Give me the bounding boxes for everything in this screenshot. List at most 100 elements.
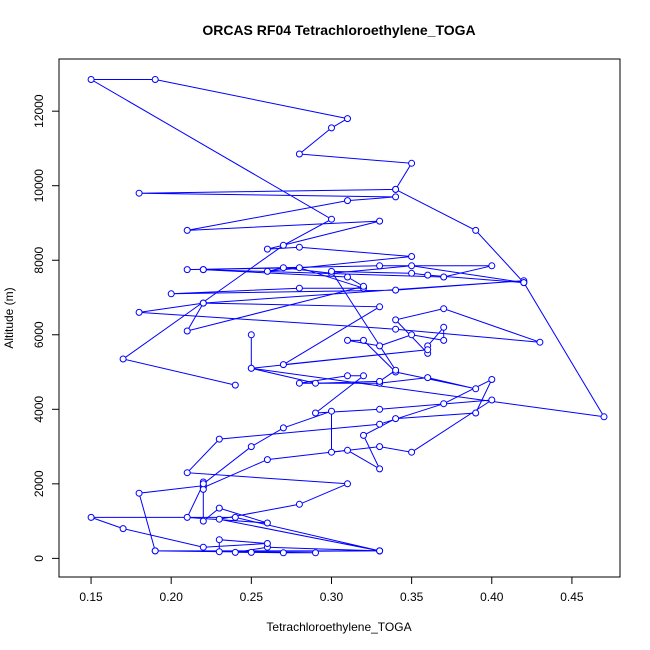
data-point <box>376 443 384 451</box>
data-point <box>440 273 448 281</box>
data-point <box>247 331 255 339</box>
data-point <box>376 342 384 350</box>
y-tick-label: 8000 <box>32 247 46 274</box>
data-point <box>392 325 400 333</box>
data-point <box>392 316 400 324</box>
data-point <box>312 409 319 417</box>
data-point <box>247 548 255 556</box>
data-point <box>600 413 608 421</box>
data-point <box>312 549 319 557</box>
data-point <box>392 185 400 193</box>
data-point <box>360 431 367 439</box>
series-line <box>89 79 605 418</box>
data-point <box>135 308 143 316</box>
data-point <box>183 226 191 234</box>
data-point <box>151 76 159 83</box>
y-axis: 0 2000 4000 6000 8000 10000 12000 <box>32 94 60 562</box>
data-point <box>231 548 239 556</box>
data-point <box>376 217 384 225</box>
data-point <box>247 364 255 372</box>
data-point <box>135 189 143 197</box>
y-tick-label: 12000 <box>32 94 46 128</box>
data-point <box>344 372 351 380</box>
x-tick-label: 0.40 <box>480 590 504 604</box>
data-point <box>263 267 271 275</box>
data-point <box>376 547 384 555</box>
data-point <box>344 480 351 488</box>
data-point <box>392 415 400 423</box>
data-point <box>472 226 480 234</box>
data-point <box>408 269 416 277</box>
data-point <box>440 323 448 331</box>
data-point <box>199 517 207 525</box>
x-tick-label: 0.20 <box>160 590 184 604</box>
data-point <box>183 266 191 274</box>
data-point <box>376 262 384 270</box>
data-point <box>87 76 95 83</box>
data-point <box>87 513 95 521</box>
series-line <box>139 265 541 524</box>
data-point <box>119 525 127 533</box>
data-point <box>328 407 335 415</box>
data-point <box>295 284 303 292</box>
data-point <box>199 543 207 551</box>
data-point <box>440 400 448 408</box>
data-point <box>183 327 191 335</box>
data-point <box>151 547 159 555</box>
data-point <box>312 379 319 387</box>
plot-frame <box>58 58 621 578</box>
data-point <box>440 336 448 344</box>
data-point <box>328 448 335 456</box>
data-point <box>472 409 480 417</box>
data-point <box>279 264 287 272</box>
data-point <box>328 124 335 132</box>
data-point <box>424 346 432 354</box>
data-point <box>135 489 143 497</box>
data-point <box>408 262 416 270</box>
data-point <box>119 355 127 363</box>
x-axis-label: Tetrachloroethylene_TOGA <box>266 620 411 634</box>
x-tick-label: 0.25 <box>240 590 264 604</box>
data-point <box>392 366 400 374</box>
data-point <box>392 193 400 201</box>
data-point <box>215 435 223 443</box>
x-tick-label: 0.15 <box>79 590 103 604</box>
data-point <box>376 465 384 473</box>
data-point <box>520 279 528 287</box>
data-point <box>344 115 351 123</box>
data-point <box>408 448 416 456</box>
data-point <box>263 519 271 527</box>
y-tick-label: 0 <box>32 555 46 562</box>
data-point <box>344 273 351 281</box>
data-point <box>376 377 384 385</box>
data-point <box>344 336 351 344</box>
data-point <box>536 338 544 346</box>
data-point <box>231 513 239 521</box>
data-point <box>344 446 351 454</box>
data-point <box>440 305 448 313</box>
data-point <box>472 385 480 393</box>
data-point <box>279 241 287 249</box>
data-point <box>328 215 335 223</box>
data-point <box>167 290 175 298</box>
data-point <box>376 405 384 413</box>
data-point <box>392 286 400 294</box>
data-point <box>199 480 207 488</box>
y-axis-label: Altitude (m) <box>2 287 16 348</box>
data-point <box>199 266 207 274</box>
data-point <box>360 282 367 290</box>
data-point <box>360 336 367 344</box>
data-point <box>344 197 351 205</box>
data-point <box>376 303 384 311</box>
x-tick-label: 0.35 <box>400 590 424 604</box>
data-point <box>376 420 384 428</box>
series-line <box>90 378 493 554</box>
data-point <box>408 331 416 339</box>
data-point <box>360 372 367 380</box>
x-tick-label: 0.30 <box>320 590 344 604</box>
data-point <box>295 264 303 272</box>
y-tick-label: 6000 <box>32 321 46 348</box>
data-point <box>263 456 271 464</box>
data-point <box>199 299 207 307</box>
data-point <box>215 515 223 523</box>
